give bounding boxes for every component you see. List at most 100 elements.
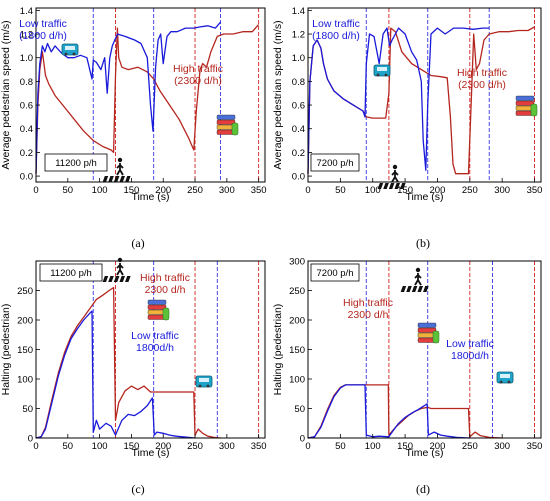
plot-frame xyxy=(35,7,266,183)
x-tick-label: 350 xyxy=(251,185,267,196)
x-tick-label: 350 xyxy=(251,441,267,452)
y-tick-label: 0 xyxy=(28,434,33,445)
x-tick-label: 200 xyxy=(430,185,446,196)
car-wheel xyxy=(384,73,388,77)
x-tick-label: 300 xyxy=(219,441,235,452)
x-tick-label: 0 xyxy=(33,441,38,452)
pedestrian-head xyxy=(415,267,421,273)
pedestrian-head xyxy=(392,164,398,170)
series-line xyxy=(35,310,196,439)
crosswalk-stripe xyxy=(102,176,109,182)
crosswalk-stripe xyxy=(108,176,114,182)
y-tick-label: 1.4 xyxy=(292,6,305,17)
y-tick-label: 300 xyxy=(289,257,305,268)
x-axis-title: Time (s) xyxy=(131,191,169,203)
density-label: 11200 p/h xyxy=(50,268,92,279)
high-traffic-label: 2300 d/h xyxy=(145,284,186,296)
pedestrian-body xyxy=(116,163,124,176)
series-line xyxy=(307,384,470,439)
x-tick-label: 150 xyxy=(397,441,413,452)
car-icon xyxy=(195,375,213,388)
stacked-vehicle xyxy=(417,327,437,333)
x-axis-title: Time (s) xyxy=(405,447,443,459)
crosswalk-stripe xyxy=(394,183,401,189)
crosswalk-stripe xyxy=(400,183,406,189)
stacked-vehicle xyxy=(147,304,167,310)
y-tick-label: 0.8 xyxy=(20,77,33,88)
pedestrian-crossing-icon xyxy=(102,157,131,182)
y-tick-label: 0.4 xyxy=(20,124,33,135)
density-box xyxy=(44,153,108,172)
panel-caption: (b) xyxy=(416,236,430,250)
stacked-vehicle xyxy=(515,95,535,101)
x-tick-label: 200 xyxy=(155,441,171,452)
y-tick-label: 0 xyxy=(300,434,305,445)
x-axis-title: Time (s) xyxy=(405,191,443,203)
x-tick-label: 0 xyxy=(305,441,310,452)
plot-frame xyxy=(307,7,542,183)
crosswalk-stripe xyxy=(400,286,407,292)
y-tick-label: 0.6 xyxy=(20,101,33,112)
pedestrian-crossing-icon xyxy=(400,267,429,292)
vehicle-stack-icon xyxy=(417,322,440,344)
car-icon xyxy=(496,371,514,384)
pedestrian-head xyxy=(117,157,123,163)
crosswalk-stripe xyxy=(108,276,114,282)
x-tick-label: 0 xyxy=(305,185,310,196)
y-tick-label: 200 xyxy=(289,316,305,327)
x-tick-label: 200 xyxy=(430,441,446,452)
car-wheel xyxy=(507,380,511,384)
green-vehicle xyxy=(162,307,170,321)
chart-panel-c: 0 50 100 150 200 250 300 350 0 50 100 150 200 250 Time… xyxy=(0,257,267,496)
y-tick-label: 50 xyxy=(294,404,305,415)
low-traffic-label: Low traffic xyxy=(312,18,360,30)
y-tick-label: 100 xyxy=(17,375,33,386)
x-tick-label: 150 xyxy=(123,185,139,196)
low-traffic-label: Low traffic xyxy=(131,330,179,342)
vehicle-stack-icon xyxy=(147,299,170,321)
crosswalk-stripe xyxy=(125,276,131,282)
x-tick-label: 150 xyxy=(123,441,139,452)
crosswalk-stripe xyxy=(113,176,120,182)
y-tick-label: 1.2 xyxy=(292,30,305,41)
low-traffic-label: (1800 d/h) xyxy=(19,30,67,42)
x-tick-label: 250 xyxy=(462,441,478,452)
x-tick-label: 350 xyxy=(527,441,543,452)
y-tick-label: 200 xyxy=(17,316,33,327)
pedestrian-body xyxy=(116,263,124,276)
pedestrian-head xyxy=(117,257,123,263)
x-tick-label: 250 xyxy=(462,185,478,196)
x-tick-label: 100 xyxy=(365,185,381,196)
crosswalk-stripe xyxy=(388,183,395,189)
plot-frame xyxy=(307,260,542,439)
crosswalk-stripe xyxy=(119,276,126,282)
pedestrian-crossing-icon xyxy=(102,257,131,282)
pedestrian-body xyxy=(414,273,422,286)
stacked-vehicle xyxy=(216,119,236,125)
y-tick-label: 0.0 xyxy=(20,172,33,183)
crosswalk-stripe xyxy=(377,183,384,189)
y-tick-label: 1.0 xyxy=(20,53,33,64)
car-window xyxy=(377,67,387,71)
low-traffic-label: (1800 d/h) xyxy=(312,30,360,42)
x-tick-label: 250 xyxy=(187,441,203,452)
crosswalk-stripe xyxy=(119,176,126,182)
low-traffic-label: Low traffic xyxy=(19,18,67,30)
y-axis-title: Halting (pedestrian) xyxy=(0,304,12,396)
car-wheel xyxy=(64,52,68,56)
car-window xyxy=(199,378,209,382)
crosswalk-stripe xyxy=(417,286,424,292)
stacked-vehicle xyxy=(147,299,167,305)
x-tick-label: 350 xyxy=(527,185,543,196)
high-traffic-label: High traffic xyxy=(457,67,507,79)
high-traffic-label: High traffic xyxy=(343,297,393,309)
y-tick-label: 100 xyxy=(289,375,305,386)
stacked-vehicle xyxy=(515,100,535,106)
y-axis-title: Halting (pedestrian) xyxy=(272,304,284,396)
series-line xyxy=(307,26,535,175)
y-tick-label: 250 xyxy=(17,286,33,297)
y-tick-label: 0.0 xyxy=(292,172,305,183)
series-line xyxy=(307,27,490,174)
low-traffic-label: Low traffic xyxy=(446,338,494,350)
y-tick-label: 150 xyxy=(289,345,305,356)
